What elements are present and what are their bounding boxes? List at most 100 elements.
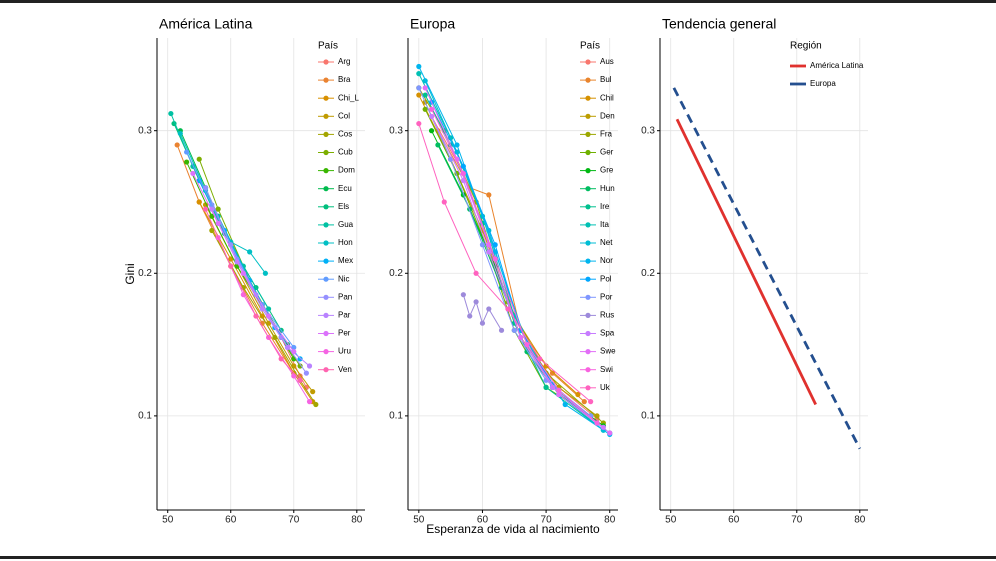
legend-swatch bbox=[585, 131, 591, 137]
legend-label: Pan bbox=[338, 292, 352, 301]
point bbox=[441, 199, 447, 205]
series-line bbox=[424, 80, 604, 431]
legend-label: Por bbox=[600, 292, 613, 301]
point bbox=[498, 327, 505, 333]
point bbox=[416, 71, 422, 77]
series-line bbox=[672, 87, 862, 450]
series-line bbox=[424, 87, 611, 434]
point bbox=[247, 249, 253, 255]
point bbox=[297, 363, 303, 369]
legend-title: País bbox=[580, 41, 600, 52]
legend-label: Rus bbox=[600, 311, 614, 320]
series-line bbox=[462, 294, 502, 331]
point bbox=[460, 292, 466, 298]
point bbox=[265, 313, 272, 319]
legend-label: Hon bbox=[338, 238, 353, 247]
legend-label: Gua bbox=[338, 220, 354, 229]
legend-swatch bbox=[585, 349, 591, 355]
point bbox=[511, 327, 517, 333]
y-tick-label: 0.3 bbox=[641, 125, 655, 136]
legend-swatch bbox=[585, 312, 591, 318]
legend-label: Swe bbox=[600, 347, 616, 356]
top-rule bbox=[0, 0, 996, 3]
point bbox=[581, 399, 587, 405]
point bbox=[607, 430, 613, 436]
legend-swatch bbox=[323, 240, 329, 246]
legend-label: Ire bbox=[600, 202, 610, 211]
point bbox=[479, 320, 486, 326]
legend-label: Nic bbox=[338, 274, 350, 283]
legend-swatch bbox=[323, 59, 329, 65]
point bbox=[537, 356, 543, 362]
point bbox=[594, 413, 600, 419]
point bbox=[422, 92, 428, 98]
point bbox=[562, 401, 568, 408]
point bbox=[435, 142, 441, 148]
y-tick-label: 0.3 bbox=[138, 125, 152, 136]
series-line bbox=[431, 109, 598, 424]
point bbox=[416, 63, 422, 70]
legend-label: Col bbox=[338, 111, 350, 120]
point bbox=[168, 110, 174, 117]
point bbox=[303, 370, 309, 376]
legend-swatch bbox=[585, 276, 591, 282]
legend-label: Arg bbox=[338, 57, 350, 66]
point bbox=[291, 349, 297, 355]
point bbox=[265, 306, 272, 312]
point bbox=[202, 206, 209, 212]
legend-label: Bra bbox=[338, 75, 351, 84]
legend-swatch bbox=[585, 222, 591, 228]
legend-label: Spa bbox=[600, 329, 615, 338]
legend-label: Ecu bbox=[338, 184, 352, 193]
legend-swatch bbox=[323, 330, 329, 337]
legend-swatch bbox=[585, 367, 591, 373]
series-line bbox=[179, 130, 288, 345]
legend-label: Gre bbox=[600, 166, 614, 175]
point bbox=[492, 242, 498, 248]
series-line bbox=[179, 133, 266, 274]
point bbox=[556, 387, 562, 393]
point bbox=[174, 142, 180, 148]
point bbox=[228, 256, 234, 262]
point bbox=[486, 249, 492, 255]
legend-swatch bbox=[585, 294, 591, 300]
legend-swatch bbox=[323, 149, 329, 156]
legend-label: Dom bbox=[338, 166, 355, 175]
legend-label: Cos bbox=[338, 130, 352, 139]
point bbox=[422, 85, 428, 91]
point bbox=[177, 130, 183, 137]
legend-swatch bbox=[585, 149, 591, 156]
legend-label: Bul bbox=[600, 75, 612, 84]
legend-title: Región bbox=[790, 41, 822, 52]
x-axis-label: Esperanza de vida al nacimiento bbox=[426, 522, 600, 536]
point bbox=[297, 377, 303, 383]
point bbox=[428, 128, 435, 134]
point bbox=[428, 106, 435, 112]
point bbox=[549, 370, 556, 376]
legend-label: América Latina bbox=[810, 61, 864, 70]
point bbox=[291, 344, 297, 351]
legend-swatch bbox=[323, 349, 329, 355]
point bbox=[594, 420, 600, 426]
point bbox=[209, 213, 215, 219]
legend-label: Europa bbox=[810, 79, 836, 88]
series-line bbox=[418, 66, 611, 435]
series-line bbox=[431, 116, 598, 420]
point bbox=[575, 391, 581, 398]
x-tick-label: 80 bbox=[604, 515, 616, 526]
x-tick-label: 60 bbox=[728, 515, 740, 526]
point bbox=[467, 313, 473, 319]
point bbox=[473, 299, 479, 305]
legend-swatch bbox=[323, 95, 329, 101]
series-line bbox=[418, 73, 611, 434]
point bbox=[543, 384, 549, 390]
point bbox=[460, 170, 466, 177]
legend-swatch bbox=[323, 276, 329, 282]
legend-swatch bbox=[585, 113, 591, 119]
legend-label: Swi bbox=[600, 365, 613, 374]
legend-label: Ita bbox=[600, 220, 609, 229]
point bbox=[184, 149, 190, 155]
y-tick-label: 0.1 bbox=[389, 411, 403, 422]
